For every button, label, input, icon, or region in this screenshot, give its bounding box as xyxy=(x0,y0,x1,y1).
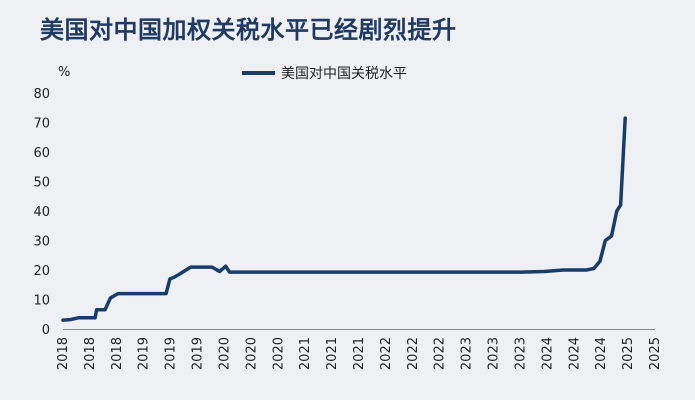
y-tick-label: 0 xyxy=(42,323,50,338)
x-tick-label: 2019 xyxy=(137,337,152,370)
x-tick-label: 2025 xyxy=(621,337,636,370)
legend-label: 美国对中国关税水平 xyxy=(281,66,407,82)
x-tick-label: 2021 xyxy=(298,337,313,370)
x-tick-label: 2020 xyxy=(271,337,286,370)
x-tick-label: 2021 xyxy=(325,337,340,370)
y-tick-label: 40 xyxy=(33,205,50,220)
y-tick-label: 20 xyxy=(33,264,50,279)
x-tick-label: 2018 xyxy=(83,337,98,370)
x-tick-label: 2020 xyxy=(244,337,259,370)
chart-title: 美国对中国加权关税水平已经剧烈提升 xyxy=(40,16,457,44)
x-tick-label: 2019 xyxy=(164,337,179,370)
x-tick-label: 2018 xyxy=(110,337,125,370)
y-tick-label: 80 xyxy=(33,87,50,102)
x-tick-label: 2024 xyxy=(594,337,609,370)
y-tick-label: 10 xyxy=(33,294,50,309)
x-tick-label: 2023 xyxy=(460,337,475,370)
y-tick-label: 60 xyxy=(33,146,50,161)
x-tick-label: 2022 xyxy=(433,337,448,370)
y-tick-label: 30 xyxy=(33,235,50,250)
x-tick-label: 2025 xyxy=(648,337,663,370)
x-tick-label: 2018 xyxy=(56,337,71,370)
x-tick-label: 2023 xyxy=(513,337,528,370)
y-tick-label: 70 xyxy=(33,117,50,132)
x-tick-label: 2020 xyxy=(217,337,232,370)
x-tick-label: 2024 xyxy=(567,337,582,370)
y-axis-unit-label: % xyxy=(58,65,70,80)
x-tick-label: 2022 xyxy=(406,337,421,370)
series-line xyxy=(61,116,627,322)
x-tick-label: 2023 xyxy=(487,337,502,370)
x-tick-label: 2019 xyxy=(191,337,206,370)
x-tick-label: 2021 xyxy=(352,337,367,370)
x-tick-label: 2022 xyxy=(379,337,394,370)
y-tick-label: 50 xyxy=(33,176,50,191)
x-tick-label: 2024 xyxy=(540,337,555,370)
